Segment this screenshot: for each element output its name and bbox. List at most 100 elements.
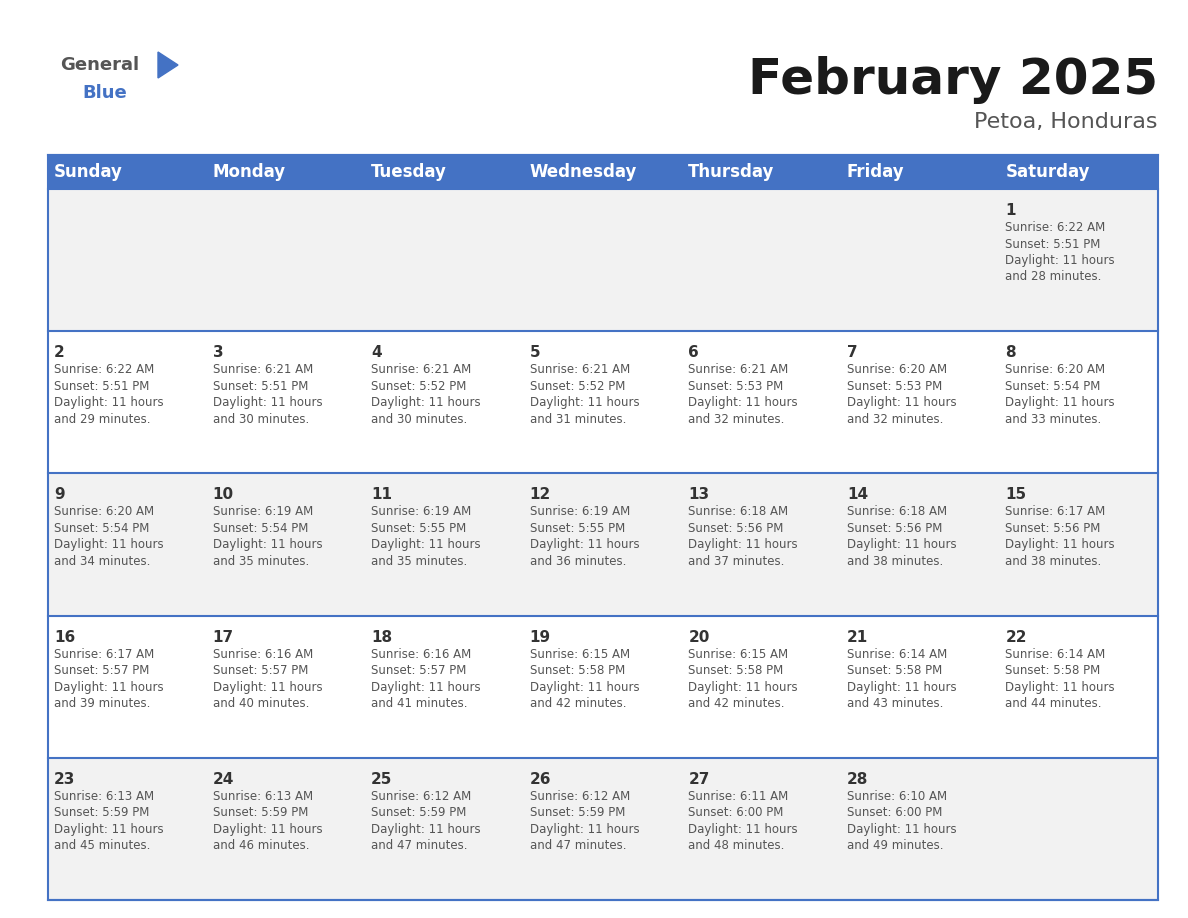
- Text: Sunrise: 6:12 AM: Sunrise: 6:12 AM: [530, 789, 630, 803]
- Text: Daylight: 11 hours: Daylight: 11 hours: [847, 538, 956, 552]
- Text: and 40 minutes.: and 40 minutes.: [213, 697, 309, 711]
- Text: and 47 minutes.: and 47 minutes.: [371, 839, 468, 852]
- Text: Sunset: 5:59 PM: Sunset: 5:59 PM: [530, 806, 625, 819]
- Text: and 31 minutes.: and 31 minutes.: [530, 413, 626, 426]
- Text: General: General: [61, 56, 139, 74]
- Text: Daylight: 11 hours: Daylight: 11 hours: [1005, 538, 1116, 552]
- Text: Sunrise: 6:14 AM: Sunrise: 6:14 AM: [847, 647, 947, 661]
- Text: Sunrise: 6:21 AM: Sunrise: 6:21 AM: [688, 364, 789, 376]
- Text: 21: 21: [847, 630, 868, 644]
- Text: Sunset: 5:58 PM: Sunset: 5:58 PM: [688, 664, 784, 677]
- Text: Daylight: 11 hours: Daylight: 11 hours: [530, 823, 639, 835]
- Text: February 2025: February 2025: [748, 56, 1158, 104]
- Text: Sunrise: 6:20 AM: Sunrise: 6:20 AM: [53, 506, 154, 519]
- Text: Daylight: 11 hours: Daylight: 11 hours: [847, 397, 956, 409]
- Text: Sunrise: 6:19 AM: Sunrise: 6:19 AM: [371, 506, 472, 519]
- Text: 1: 1: [1005, 203, 1016, 218]
- Text: Sunset: 5:58 PM: Sunset: 5:58 PM: [1005, 664, 1100, 677]
- Text: and 38 minutes.: and 38 minutes.: [847, 554, 943, 568]
- Text: Wednesday: Wednesday: [530, 163, 637, 181]
- Text: Sunrise: 6:18 AM: Sunrise: 6:18 AM: [688, 506, 789, 519]
- Text: Daylight: 11 hours: Daylight: 11 hours: [1005, 680, 1116, 694]
- Text: Sunset: 6:00 PM: Sunset: 6:00 PM: [847, 806, 942, 819]
- Text: 20: 20: [688, 630, 709, 644]
- Text: Daylight: 11 hours: Daylight: 11 hours: [1005, 397, 1116, 409]
- Text: 2: 2: [53, 345, 65, 360]
- Text: Daylight: 11 hours: Daylight: 11 hours: [53, 397, 164, 409]
- Text: 15: 15: [1005, 487, 1026, 502]
- Text: Sunrise: 6:15 AM: Sunrise: 6:15 AM: [530, 647, 630, 661]
- Text: and 34 minutes.: and 34 minutes.: [53, 554, 151, 568]
- Text: Sunset: 5:52 PM: Sunset: 5:52 PM: [530, 380, 625, 393]
- Text: Sunset: 5:59 PM: Sunset: 5:59 PM: [53, 806, 150, 819]
- Text: and 42 minutes.: and 42 minutes.: [688, 697, 785, 711]
- Text: and 43 minutes.: and 43 minutes.: [847, 697, 943, 711]
- Text: Sunset: 5:54 PM: Sunset: 5:54 PM: [213, 522, 308, 535]
- Text: 11: 11: [371, 487, 392, 502]
- Text: Sunrise: 6:11 AM: Sunrise: 6:11 AM: [688, 789, 789, 803]
- Text: 13: 13: [688, 487, 709, 502]
- Text: Sunset: 5:57 PM: Sunset: 5:57 PM: [53, 664, 150, 677]
- Text: Sunrise: 6:22 AM: Sunrise: 6:22 AM: [53, 364, 154, 376]
- Text: Daylight: 11 hours: Daylight: 11 hours: [847, 823, 956, 835]
- Text: Sunrise: 6:16 AM: Sunrise: 6:16 AM: [371, 647, 472, 661]
- Text: 18: 18: [371, 630, 392, 644]
- Text: Petoa, Honduras: Petoa, Honduras: [974, 112, 1158, 132]
- Text: Sunset: 5:56 PM: Sunset: 5:56 PM: [1005, 522, 1101, 535]
- Text: and 35 minutes.: and 35 minutes.: [371, 554, 467, 568]
- Text: Sunrise: 6:10 AM: Sunrise: 6:10 AM: [847, 789, 947, 803]
- Text: and 48 minutes.: and 48 minutes.: [688, 839, 784, 852]
- Text: Sunset: 5:59 PM: Sunset: 5:59 PM: [213, 806, 308, 819]
- Bar: [48, 616, 1158, 757]
- Text: Sunset: 5:51 PM: Sunset: 5:51 PM: [1005, 238, 1101, 251]
- Text: Sunset: 5:53 PM: Sunset: 5:53 PM: [847, 380, 942, 393]
- Text: 17: 17: [213, 630, 234, 644]
- Text: and 28 minutes.: and 28 minutes.: [1005, 271, 1101, 284]
- Text: and 38 minutes.: and 38 minutes.: [1005, 554, 1101, 568]
- Text: Sunday: Sunday: [53, 163, 122, 181]
- Text: and 30 minutes.: and 30 minutes.: [213, 413, 309, 426]
- Text: Sunrise: 6:19 AM: Sunrise: 6:19 AM: [530, 506, 630, 519]
- Text: and 42 minutes.: and 42 minutes.: [530, 697, 626, 711]
- Bar: [48, 189, 1158, 331]
- Text: Sunset: 5:56 PM: Sunset: 5:56 PM: [688, 522, 784, 535]
- Text: Sunrise: 6:14 AM: Sunrise: 6:14 AM: [1005, 647, 1106, 661]
- Text: Sunrise: 6:15 AM: Sunrise: 6:15 AM: [688, 647, 789, 661]
- Text: Sunset: 5:55 PM: Sunset: 5:55 PM: [530, 522, 625, 535]
- Text: 8: 8: [1005, 345, 1016, 360]
- Polygon shape: [158, 52, 178, 78]
- Text: Daylight: 11 hours: Daylight: 11 hours: [213, 823, 322, 835]
- Text: 24: 24: [213, 772, 234, 787]
- Text: Daylight: 11 hours: Daylight: 11 hours: [688, 680, 798, 694]
- Bar: [48, 155, 1158, 900]
- Text: Daylight: 11 hours: Daylight: 11 hours: [688, 538, 798, 552]
- Text: and 35 minutes.: and 35 minutes.: [213, 554, 309, 568]
- Text: Sunrise: 6:18 AM: Sunrise: 6:18 AM: [847, 506, 947, 519]
- Text: Daylight: 11 hours: Daylight: 11 hours: [847, 680, 956, 694]
- Text: Daylight: 11 hours: Daylight: 11 hours: [53, 538, 164, 552]
- Text: Sunrise: 6:20 AM: Sunrise: 6:20 AM: [1005, 364, 1106, 376]
- Text: and 44 minutes.: and 44 minutes.: [1005, 697, 1102, 711]
- Text: Saturday: Saturday: [1005, 163, 1089, 181]
- Text: Sunset: 5:59 PM: Sunset: 5:59 PM: [371, 806, 467, 819]
- Text: and 32 minutes.: and 32 minutes.: [847, 413, 943, 426]
- Text: Blue: Blue: [82, 84, 127, 102]
- Text: Sunset: 5:54 PM: Sunset: 5:54 PM: [1005, 380, 1101, 393]
- Text: 3: 3: [213, 345, 223, 360]
- Bar: [48, 155, 1158, 189]
- Text: Sunset: 5:57 PM: Sunset: 5:57 PM: [371, 664, 467, 677]
- Text: Sunrise: 6:17 AM: Sunrise: 6:17 AM: [53, 647, 154, 661]
- Text: 9: 9: [53, 487, 64, 502]
- Text: Sunset: 5:54 PM: Sunset: 5:54 PM: [53, 522, 150, 535]
- Text: and 33 minutes.: and 33 minutes.: [1005, 413, 1101, 426]
- Text: Sunrise: 6:19 AM: Sunrise: 6:19 AM: [213, 506, 312, 519]
- Text: Daylight: 11 hours: Daylight: 11 hours: [530, 538, 639, 552]
- Text: Daylight: 11 hours: Daylight: 11 hours: [213, 397, 322, 409]
- Text: Sunrise: 6:17 AM: Sunrise: 6:17 AM: [1005, 506, 1106, 519]
- Text: Daylight: 11 hours: Daylight: 11 hours: [53, 680, 164, 694]
- Text: Daylight: 11 hours: Daylight: 11 hours: [371, 538, 481, 552]
- Text: Sunrise: 6:22 AM: Sunrise: 6:22 AM: [1005, 221, 1106, 234]
- Bar: [48, 757, 1158, 900]
- Text: Daylight: 11 hours: Daylight: 11 hours: [371, 823, 481, 835]
- Text: and 45 minutes.: and 45 minutes.: [53, 839, 151, 852]
